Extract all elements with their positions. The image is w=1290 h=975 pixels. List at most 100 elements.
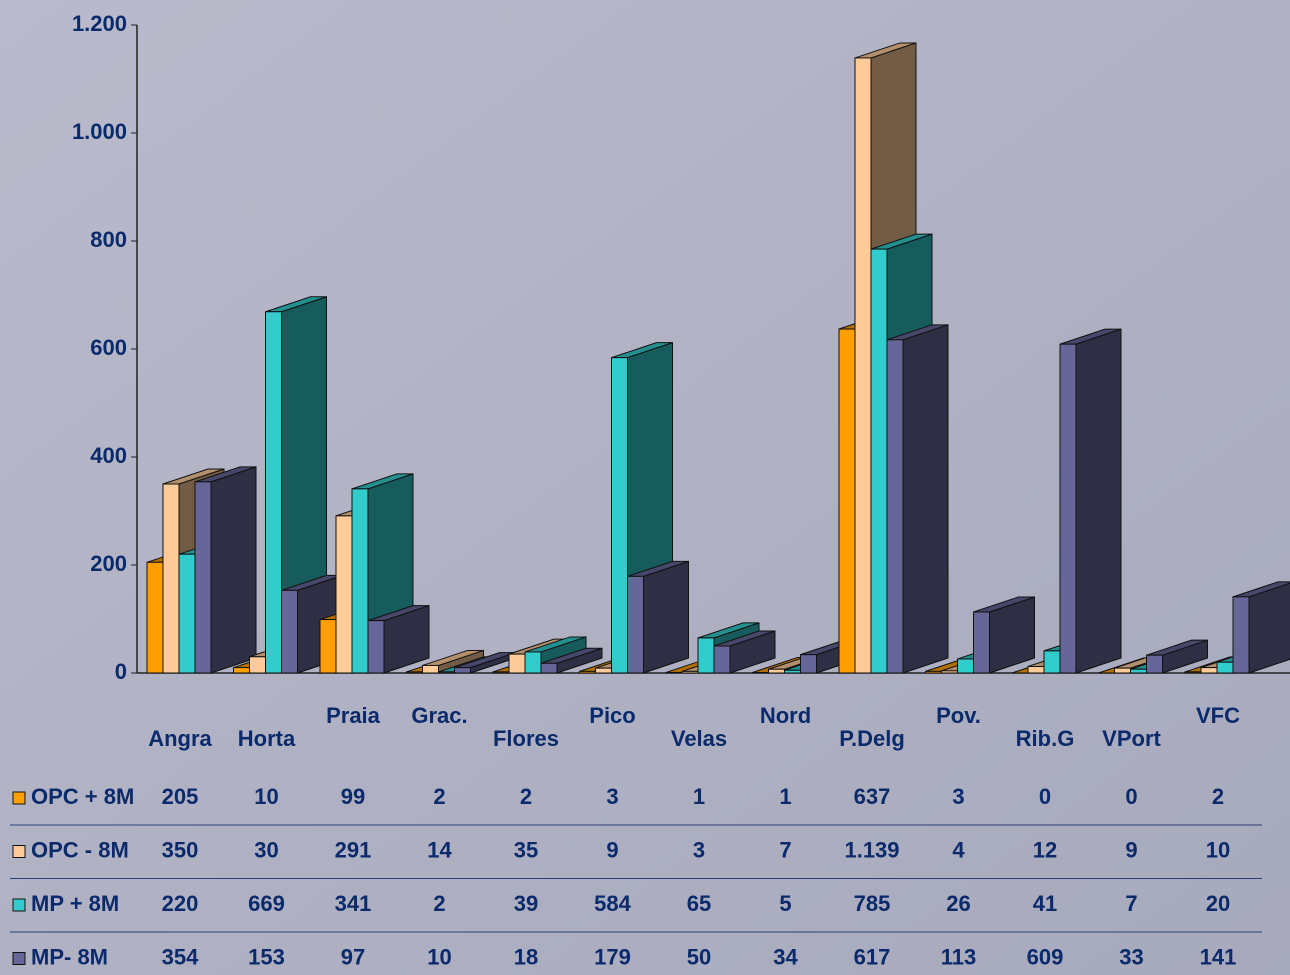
- table-cell: 10: [254, 784, 278, 809]
- bar: [265, 311, 282, 674]
- table-cell: 291: [335, 837, 372, 862]
- table-cell: 14: [427, 837, 452, 862]
- x-tick-label: VPort: [1102, 726, 1161, 751]
- bar: [681, 670, 699, 674]
- legend-swatch: [12, 791, 26, 805]
- bar: [611, 357, 628, 674]
- bar-side: [210, 466, 257, 674]
- legend-label: OPC - 8M: [31, 837, 129, 862]
- x-tick-label: Praia: [326, 703, 381, 728]
- table-cell: 18: [514, 944, 538, 969]
- table-cell: 97: [341, 944, 365, 969]
- bar: [146, 561, 164, 674]
- table-cell: 26: [946, 891, 970, 916]
- table-cell: 341: [335, 891, 372, 916]
- bar-side: [902, 324, 949, 674]
- table-cell: 39: [514, 891, 538, 916]
- y-tick-label: 200: [90, 551, 127, 576]
- table-cell: 141: [1200, 944, 1237, 969]
- bar: [454, 667, 471, 674]
- y-tick-label: 1.000: [72, 119, 127, 144]
- x-tick-label: Horta: [238, 726, 296, 751]
- table-cell: 2: [433, 891, 445, 916]
- y-tick-label: 600: [90, 335, 127, 360]
- table-cell: 1: [779, 784, 791, 809]
- legend-label: MP + 8M: [31, 891, 119, 916]
- y-tick-label: 400: [90, 443, 127, 468]
- table-cell: 637: [854, 784, 891, 809]
- x-tick-label: P.Delg: [839, 726, 905, 751]
- bar: [870, 248, 888, 674]
- bar-side: [643, 560, 689, 674]
- bar: [1232, 596, 1250, 674]
- x-tick-label: Pico: [589, 703, 635, 728]
- bar: [665, 671, 683, 674]
- bar: [579, 670, 596, 674]
- bar: [335, 515, 353, 674]
- bar: [1146, 654, 1163, 674]
- table-cell: 7: [1125, 891, 1137, 916]
- bar: [1027, 666, 1045, 674]
- table-cell: 9: [606, 837, 618, 862]
- table-cell: 12: [1033, 837, 1057, 862]
- table-cell: 669: [248, 891, 285, 916]
- legend-label: MP- 8M: [31, 944, 108, 969]
- bar: [249, 656, 266, 674]
- bar: [438, 671, 455, 674]
- bar: [595, 667, 612, 674]
- x-tick-label: Velas: [671, 726, 727, 751]
- bar: [854, 57, 872, 674]
- x-tick-label: Angra: [148, 726, 212, 751]
- bar: [422, 664, 439, 674]
- table-cell: 0: [1125, 784, 1137, 809]
- bar: [162, 483, 180, 674]
- table-cell: 609: [1027, 944, 1064, 969]
- bar: [508, 653, 526, 674]
- bar: [319, 619, 337, 674]
- y-tick-label: 800: [90, 227, 127, 252]
- table-cell: 1: [693, 784, 705, 809]
- bar: [1184, 671, 1202, 674]
- bar: [886, 339, 904, 674]
- table-cell: 153: [248, 944, 285, 969]
- bar: [178, 553, 196, 674]
- bar-side: [1075, 328, 1122, 674]
- bar: [492, 671, 510, 674]
- table-cell: 33: [1119, 944, 1143, 969]
- bar: [1059, 343, 1077, 674]
- bar: [1114, 667, 1131, 674]
- bar: [406, 671, 423, 674]
- bar: [1130, 668, 1147, 674]
- table-cell: 35: [514, 837, 538, 862]
- x-tick-label: Rib.G: [1016, 726, 1075, 751]
- bar: [768, 668, 785, 674]
- x-tick-label: Pov.: [936, 703, 981, 728]
- table-cell: 7: [779, 837, 791, 862]
- table-cell: 220: [162, 891, 199, 916]
- bar: [524, 651, 542, 674]
- bar: [1043, 650, 1061, 674]
- table-cell: 2: [1212, 784, 1224, 809]
- bar: [784, 669, 801, 674]
- table-cell: 41: [1033, 891, 1057, 916]
- table-cell: 10: [1206, 837, 1230, 862]
- table-cell: 617: [854, 944, 891, 969]
- table-cell: 65: [687, 891, 711, 916]
- bar: [194, 481, 212, 674]
- bar: [540, 662, 558, 674]
- table-cell: 20: [1206, 891, 1230, 916]
- x-tick-label: VFC: [1196, 703, 1240, 728]
- bar-side: [1248, 582, 1290, 674]
- bar: [838, 328, 856, 674]
- bar: [233, 667, 250, 674]
- table-cell: 3: [693, 837, 705, 862]
- bar: [957, 658, 974, 674]
- table-cell: 5: [779, 891, 791, 916]
- x-tick-label: Grac.: [411, 703, 467, 728]
- bar: [925, 670, 942, 674]
- table-cell: 4: [952, 837, 965, 862]
- table-cell: 3: [952, 784, 964, 809]
- bar: [800, 654, 817, 674]
- legend-swatch: [12, 952, 26, 965]
